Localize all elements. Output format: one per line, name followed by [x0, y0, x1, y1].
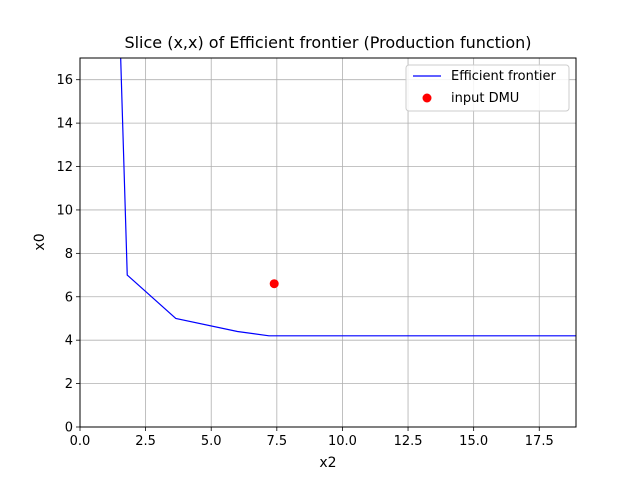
legend-box	[405, 64, 570, 112]
y-axis-label: x0	[32, 233, 48, 250]
legend-label-efficient-frontier: Efficient frontier	[451, 69, 557, 84]
y-tick-label: 14	[56, 117, 73, 132]
y-tick-label: 4	[65, 334, 73, 349]
legend-marker-swatch	[422, 93, 432, 103]
y-tick-label: 10	[56, 203, 73, 218]
x-tick-label: 7.5	[266, 434, 287, 449]
input-dmu-point	[269, 279, 279, 289]
x-tick-label: 0.0	[70, 434, 91, 449]
y-tick-label: 8	[65, 247, 73, 262]
x-tick-label: 2.5	[135, 434, 156, 449]
x-axis-label: x2	[319, 455, 336, 471]
y-tick-label: 12	[56, 160, 73, 175]
efficient-frontier-line	[120, 58, 576, 337]
plot-frame	[79, 57, 577, 428]
x-tick-label: 17.5	[525, 434, 554, 449]
y-tick-label: 16	[56, 73, 73, 88]
chart-title: Slice (x,x) of Efficient frontier (Produ…	[124, 33, 531, 52]
y-tick-label: 2	[65, 377, 73, 392]
series-layer	[120, 58, 576, 337]
x-tick-label: 15.0	[459, 434, 488, 449]
x-tick-label: 12.5	[394, 434, 423, 449]
legend: Efficient frontier input DMU	[405, 64, 570, 112]
x-tick-label: 10.0	[328, 434, 357, 449]
plot-area	[80, 58, 576, 427]
y-tick-label: 0	[65, 421, 73, 436]
legend-label-input-dmu: input DMU	[451, 91, 519, 106]
x-tick-label: 5.0	[201, 434, 222, 449]
ticks-layer: 0.0 2.5 5.0 7.5 10.0 12.5 15.0 17.5 0 2 4 6 8 10 12 14 1…	[56, 73, 553, 449]
y-tick-label: 6	[65, 290, 73, 305]
